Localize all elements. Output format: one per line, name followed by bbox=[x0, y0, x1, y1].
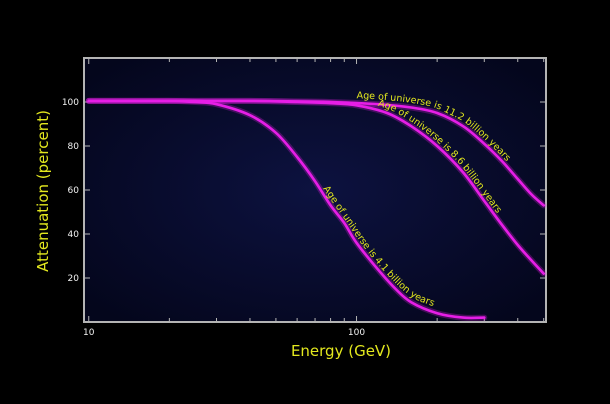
x-tick-label: 100 bbox=[348, 328, 365, 338]
y-axis-title: Attenuation (percent) bbox=[34, 110, 52, 272]
y-tick-label: 80 bbox=[68, 142, 80, 152]
y-tick-label: 60 bbox=[68, 186, 80, 196]
x-tick-label: 10 bbox=[83, 328, 95, 338]
y-tick-label: 40 bbox=[68, 230, 80, 240]
y-tick-label: 100 bbox=[62, 98, 79, 108]
axis-ticks: 20 40 60 80 100 10 100 bbox=[62, 58, 546, 338]
series-curve bbox=[87, 99, 486, 320]
series-curve bbox=[87, 99, 545, 275]
series-curves bbox=[85, 97, 547, 321]
y-tick-label: 20 bbox=[68, 274, 80, 284]
x-axis-title: Energy (GeV) bbox=[291, 342, 391, 360]
